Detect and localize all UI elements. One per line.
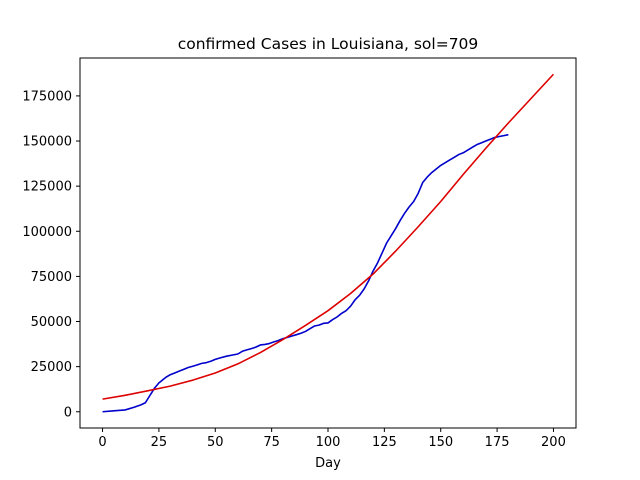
y-tick-label: 150000 [22, 135, 72, 150]
y-tick-label: 100000 [22, 225, 72, 240]
y-tick-label: 125000 [22, 180, 72, 195]
x-tick-label: 75 [263, 435, 280, 450]
x-tick-label: 200 [541, 435, 566, 450]
x-tick-label: 125 [372, 435, 397, 450]
y-axis: 0 25000 50000 75000 100000 125000 150000 175000 [22, 89, 80, 420]
x-tick-label: 25 [151, 435, 168, 450]
x-tick-label: 0 [98, 435, 106, 450]
x-axis-label: Day [315, 456, 341, 471]
x-tick-label: 100 [316, 435, 341, 450]
x-tick-label: 50 [207, 435, 224, 450]
series-line-observed [102, 133, 509, 413]
x-tick-label: 175 [485, 435, 510, 450]
y-tick-label: 75000 [31, 270, 72, 285]
y-tick-label: 0 [64, 405, 72, 420]
y-tick-label: 50000 [31, 315, 72, 330]
plot-area [102, 73, 555, 413]
y-tick-label: 175000 [22, 89, 72, 104]
chart-title: confirmed Cases in Louisiana, sol=709 [178, 35, 479, 53]
x-axis: 0 25 50 75 100 125 150 175 200 [98, 428, 566, 450]
x-tick-label: 150 [428, 435, 453, 450]
series-line-fit [102, 73, 555, 400]
y-tick-label: 25000 [31, 360, 72, 375]
